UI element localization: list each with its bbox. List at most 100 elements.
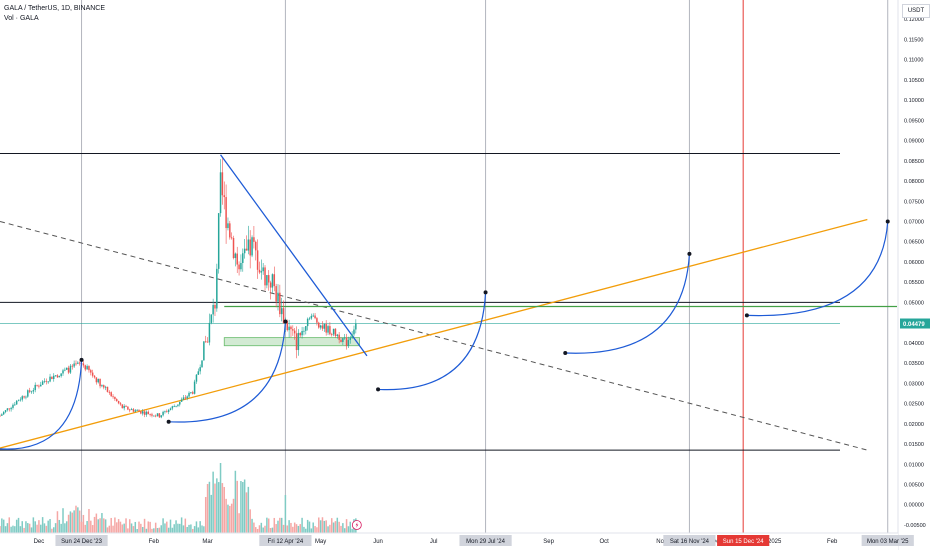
- volume-bar: [116, 522, 118, 533]
- candle: [34, 384, 36, 391]
- candle: [323, 324, 326, 329]
- candle: [184, 397, 187, 399]
- volume-bar: [82, 514, 85, 533]
- y-tick-label: 0.00500: [904, 483, 924, 489]
- volume-bar: [77, 507, 79, 533]
- volume-bar: [164, 523, 166, 533]
- candle: [177, 404, 179, 406]
- x-tick-label: Mar: [202, 539, 212, 545]
- volume-bar: [130, 523, 133, 533]
- candle: [334, 328, 337, 336]
- currency-button[interactable]: USDT: [902, 4, 930, 18]
- candle: [347, 339, 350, 347]
- volume-bar: [318, 517, 320, 533]
- candle: [103, 385, 105, 388]
- candle: [127, 406, 129, 410]
- candle: [203, 341, 205, 361]
- candle: [277, 292, 279, 302]
- candle: [117, 401, 120, 404]
- volume-bar: [2, 519, 5, 533]
- candle: [171, 406, 174, 409]
- candle: [145, 411, 148, 415]
- volume-bar: [95, 513, 98, 533]
- volume-bar: [297, 525, 300, 533]
- volume-bar: [47, 520, 49, 533]
- candle: [138, 410, 140, 412]
- volume-bar: [262, 527, 264, 533]
- volume-bar: [186, 526, 188, 533]
- volume-bar: [65, 521, 68, 533]
- candle: [306, 318, 309, 327]
- candle: [38, 385, 40, 387]
- candle: [167, 409, 170, 413]
- volume-bar: [225, 498, 227, 533]
- volume-bar: [266, 517, 268, 533]
- lightning-glyph: [355, 522, 359, 528]
- y-tick-label: 0.08000: [904, 179, 924, 185]
- candle: [47, 381, 49, 383]
- volume-bar: [103, 518, 105, 533]
- candle: [166, 411, 168, 413]
- candle: [169, 408, 172, 410]
- volume-bar: [327, 526, 329, 533]
- volume-bar: [321, 517, 324, 533]
- volume-bar: [238, 513, 240, 533]
- candle: [286, 321, 289, 331]
- volume-bar: [51, 528, 53, 533]
- price-axis: [898, 0, 932, 550]
- candle: [173, 406, 175, 408]
- candle: [191, 392, 194, 394]
- candle: [282, 308, 285, 324]
- volume-bar: [64, 523, 66, 533]
- date-label-box: [259, 535, 312, 546]
- candle: [121, 404, 124, 409]
- volume-bar: [323, 520, 326, 533]
- volume-bar: [193, 526, 196, 533]
- point-marker: [79, 357, 84, 362]
- volume-bar: [158, 527, 161, 533]
- point-marker: [483, 290, 488, 295]
- candle: [308, 318, 311, 320]
- volume-bar: [45, 525, 48, 533]
- candle: [108, 391, 111, 393]
- candle: [266, 275, 268, 286]
- candle: [123, 405, 125, 409]
- volume-bar: [260, 522, 263, 533]
- volume-bar: [86, 521, 88, 533]
- volume-bar: [277, 520, 279, 533]
- volume-bar: [292, 526, 294, 533]
- volume-bar: [36, 524, 38, 533]
- volume-bar: [271, 527, 274, 533]
- volume-bar: [73, 510, 75, 533]
- candle: [225, 197, 227, 229]
- volume-bar: [145, 528, 148, 533]
- projection-arc: [0, 359, 83, 450]
- candle: [262, 267, 264, 272]
- volume-bar: [19, 526, 22, 533]
- candle: [125, 405, 127, 407]
- x-tick-label: Sep: [543, 539, 554, 545]
- candle: [75, 363, 77, 365]
- candle: [223, 195, 225, 198]
- candle: [99, 378, 101, 387]
- candle: [310, 315, 313, 319]
- date-label: Sun 24 Dec '23: [61, 539, 103, 545]
- volume-bar: [314, 526, 316, 533]
- candle: [330, 334, 333, 336]
- x-tick-label: Feb: [827, 539, 838, 545]
- candle: [338, 334, 340, 340]
- volume-bar: [8, 517, 11, 533]
- volume-bar: [60, 523, 62, 533]
- candle: [267, 275, 270, 283]
- candle: [30, 391, 33, 393]
- last-price-label: 0.04479: [903, 322, 925, 328]
- candle: [153, 415, 155, 417]
- candle: [132, 409, 135, 412]
- candle: [128, 409, 131, 411]
- volume-bar: [295, 524, 298, 533]
- date-label-box: [459, 535, 512, 546]
- date-label-box: [717, 535, 770, 546]
- volume-bar: [112, 525, 114, 533]
- projection-arc: [565, 253, 691, 354]
